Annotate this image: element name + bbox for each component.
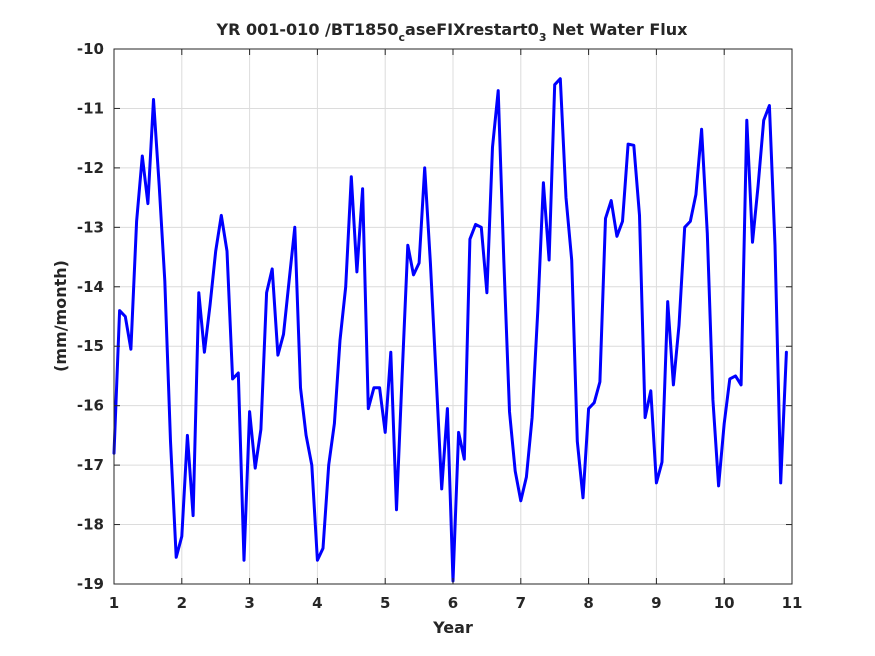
x-tick-label: 7 [516, 594, 526, 612]
y-tick-label: -19 [77, 575, 104, 593]
y-tick-label: -16 [77, 397, 104, 415]
x-tick-label: 9 [651, 594, 661, 612]
x-tick-label: 10 [714, 594, 735, 612]
chart-title-part: Net Water Flux [546, 20, 688, 39]
x-tick-label: 6 [448, 594, 458, 612]
y-axis-label: (mm/month) [51, 260, 70, 372]
x-tick-label: 11 [782, 594, 803, 612]
chart-title-subscript: c [399, 31, 406, 44]
chart-title-subscript: 3 [539, 31, 547, 44]
x-tick-label: 3 [244, 594, 254, 612]
y-tick-label: -10 [77, 40, 104, 58]
x-tick-label: 5 [380, 594, 390, 612]
y-tick-label: -15 [77, 337, 104, 355]
chart-title-part: aseFIXrestart0 [405, 20, 539, 39]
y-tick-label: -18 [77, 516, 104, 534]
x-tick-label: 4 [312, 594, 322, 612]
grid [113, 48, 793, 585]
y-tick-label: -12 [77, 159, 104, 177]
x-tick-label: 1 [109, 594, 119, 612]
y-tick-label: -11 [77, 99, 104, 117]
chart-title-part: YR 001-010 /BT1850 [216, 20, 399, 39]
x-axis-label: Year [432, 618, 473, 637]
y-tick-label: -14 [77, 278, 104, 296]
axis-ticks: 1 2 3 4 5 6 7 8 9 10 11 -10 -11 -12 -13 -14 -15 -16 -17 -18… [77, 40, 803, 612]
x-tick-label: 2 [177, 594, 187, 612]
y-tick-label: -17 [77, 456, 104, 474]
plot-area [112, 77, 788, 583]
x-tick-label: 8 [583, 594, 593, 612]
y-tick-label: -13 [77, 218, 104, 236]
chart-title: YR 001-010 /BT1850caseFIXrestart03 Net W… [216, 20, 689, 44]
series-line [112, 77, 788, 583]
